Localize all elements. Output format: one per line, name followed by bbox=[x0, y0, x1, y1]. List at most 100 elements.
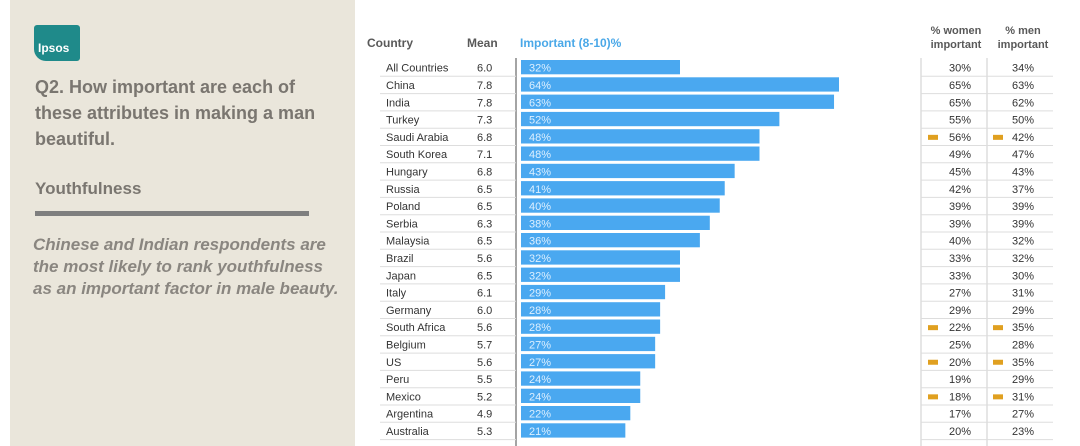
women-pct-value: 45% bbox=[949, 166, 971, 178]
bar-value-label: 28% bbox=[529, 305, 551, 317]
men-pct-value: 32% bbox=[1012, 253, 1034, 265]
bar bbox=[521, 336, 656, 352]
country-label: South Africa bbox=[386, 322, 446, 334]
men-pct-value: 50% bbox=[1012, 115, 1034, 127]
bar bbox=[521, 111, 780, 127]
bar-value-label: 28% bbox=[529, 322, 551, 334]
men-pct-value: 35% bbox=[1012, 322, 1034, 334]
women-marker bbox=[928, 325, 938, 331]
bar bbox=[521, 319, 661, 334]
bar bbox=[521, 181, 725, 196]
bar-value-label: 41% bbox=[529, 184, 551, 196]
header-important: Important (8-10)% bbox=[520, 36, 622, 50]
bar bbox=[521, 371, 641, 386]
mean-value: 6.1 bbox=[477, 288, 492, 300]
bar-value-label: 27% bbox=[529, 339, 551, 351]
women-pct-value: 56% bbox=[949, 132, 971, 144]
header-women-important: % women important bbox=[930, 25, 982, 51]
men-pct-value: 63% bbox=[1012, 80, 1034, 92]
country-label: Hungary bbox=[386, 166, 428, 178]
logo-text: Ipsos bbox=[38, 41, 70, 55]
mean-value: 5.6 bbox=[477, 357, 492, 369]
women-pct-value: 25% bbox=[949, 339, 971, 351]
bar bbox=[521, 94, 835, 109]
topic-title: Youthfulness bbox=[35, 179, 142, 198]
women-pct-value: 20% bbox=[949, 357, 971, 369]
men-pct-value: 62% bbox=[1012, 97, 1034, 109]
bar bbox=[521, 146, 760, 161]
country-label: Peru bbox=[386, 374, 409, 386]
bar-value-label: 63% bbox=[529, 97, 551, 109]
women-pct-value: 18% bbox=[949, 391, 971, 403]
country-label: Italy bbox=[386, 288, 407, 300]
bar-value-label: 38% bbox=[529, 218, 551, 230]
men-pct-value: 29% bbox=[1012, 305, 1034, 317]
men-pct-value: 28% bbox=[1012, 339, 1034, 351]
mean-value: 5.7 bbox=[477, 339, 492, 351]
country-label: Turkey bbox=[386, 115, 420, 127]
country-label: Belgium bbox=[386, 339, 426, 351]
mean-value: 6.5 bbox=[477, 270, 492, 282]
mean-value: 6.5 bbox=[477, 184, 492, 196]
bar-value-label: 48% bbox=[529, 132, 551, 144]
country-label: US bbox=[386, 357, 401, 369]
bar bbox=[521, 129, 760, 144]
women-pct-value: 20% bbox=[949, 426, 971, 438]
country-label: Brazil bbox=[386, 253, 414, 265]
bar-value-label: 24% bbox=[529, 391, 551, 403]
mean-value: 5.5 bbox=[477, 374, 492, 386]
bar-value-label: 27% bbox=[529, 357, 551, 369]
mean-value: 7.8 bbox=[477, 97, 492, 109]
bar-value-label: 40% bbox=[529, 201, 551, 213]
women-pct-value: 39% bbox=[949, 201, 971, 213]
left-panel: Ipsos Q2. How important are each of thes… bbox=[10, 0, 355, 446]
mean-value: 6.5 bbox=[477, 201, 492, 213]
men-pct-value: 39% bbox=[1012, 201, 1034, 213]
women-marker bbox=[928, 394, 938, 400]
bar-value-label: 24% bbox=[529, 374, 551, 386]
bar bbox=[521, 406, 631, 421]
men-pct-value: 27% bbox=[1012, 409, 1034, 421]
women-pct-value: 17% bbox=[949, 409, 971, 421]
bar-value-label: 32% bbox=[529, 253, 551, 265]
header-country: Country bbox=[367, 36, 413, 50]
men-pct-value: 43% bbox=[1012, 166, 1034, 178]
women-pct-value: 42% bbox=[949, 184, 971, 196]
men-pct-value: 31% bbox=[1012, 391, 1034, 403]
country-label: All Countries bbox=[386, 63, 449, 75]
men-pct-value: 31% bbox=[1012, 288, 1034, 300]
men-marker bbox=[993, 134, 1003, 140]
bar-value-label: 32% bbox=[529, 63, 551, 75]
question-text: Q2. How important are each of these attr… bbox=[35, 77, 316, 149]
mean-value: 5.3 bbox=[477, 426, 492, 438]
mean-value: 6.3 bbox=[477, 218, 492, 230]
bar bbox=[521, 198, 720, 213]
bar-value-label: 32% bbox=[529, 270, 551, 282]
divider bbox=[35, 211, 309, 216]
mean-value: 7.8 bbox=[477, 80, 492, 92]
bar-value-label: 52% bbox=[529, 115, 551, 127]
country-label: Germany bbox=[386, 305, 432, 317]
men-pct-value: 23% bbox=[1012, 426, 1034, 438]
bar-value-label: 36% bbox=[529, 236, 551, 248]
country-label: South Korea bbox=[386, 149, 448, 161]
women-pct-value: 65% bbox=[949, 80, 971, 92]
country-label: Argentina bbox=[386, 409, 434, 421]
women-pct-value: 55% bbox=[949, 115, 971, 127]
mean-value: 5.2 bbox=[477, 391, 492, 403]
bar-value-label: 48% bbox=[529, 149, 551, 161]
country-label: Australia bbox=[386, 426, 430, 438]
mean-value: 6.8 bbox=[477, 166, 492, 178]
insight-text: Chinese and Indian respondents are the m… bbox=[33, 235, 339, 298]
women-pct-value: 40% bbox=[949, 236, 971, 248]
bar bbox=[521, 388, 641, 403]
women-pct-value: 29% bbox=[949, 305, 971, 317]
men-marker bbox=[993, 325, 1003, 331]
men-pct-value: 42% bbox=[1012, 132, 1034, 144]
country-label: Russia bbox=[386, 184, 421, 196]
men-pct-value: 37% bbox=[1012, 184, 1034, 196]
mean-value: 6.8 bbox=[477, 132, 492, 144]
mean-value: 6.0 bbox=[477, 63, 492, 75]
mean-value: 5.6 bbox=[477, 322, 492, 334]
